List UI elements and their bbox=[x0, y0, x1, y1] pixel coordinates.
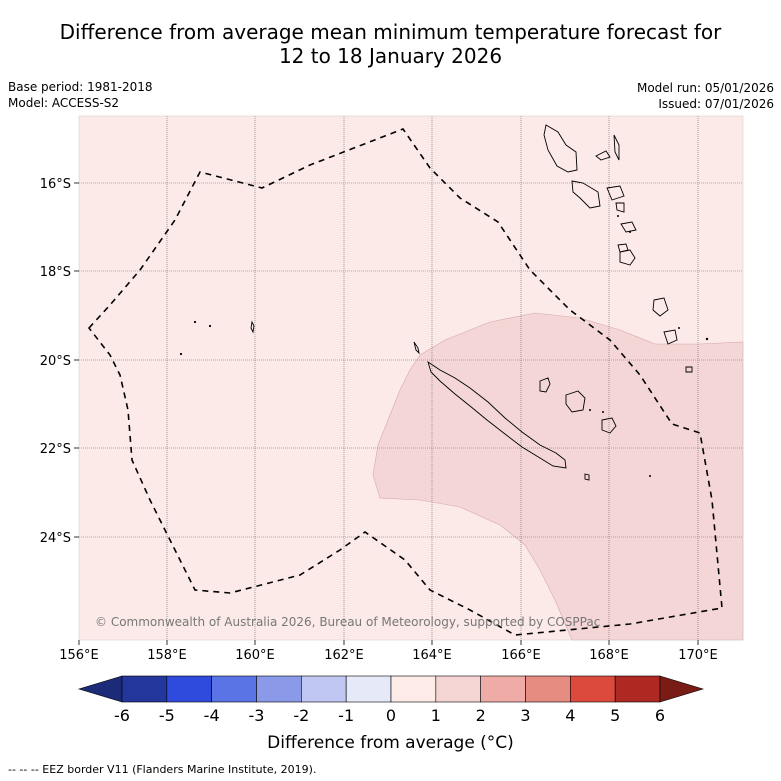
vanuatu-epi bbox=[615, 202, 625, 213]
vanuatu-espiritu-santo bbox=[543, 124, 578, 173]
chart-title-line1: Difference from average mean minimum tem… bbox=[59, 20, 722, 44]
loyalty-lifou bbox=[565, 390, 586, 413]
islet bbox=[589, 409, 591, 411]
islet bbox=[678, 327, 680, 329]
eez-legend: -- -- -- EEZ border V11 (Flanders Marine… bbox=[8, 763, 317, 776]
islet bbox=[705, 337, 709, 341]
graticule bbox=[79, 116, 743, 640]
anomaly-1-2-region bbox=[372, 312, 744, 641]
vanuatu-maewo bbox=[613, 134, 620, 161]
vanuatu-aneityum bbox=[652, 297, 669, 317]
colorbar-tick-label: -1 bbox=[338, 706, 355, 725]
islet bbox=[629, 231, 631, 233]
lon-label: 160°E bbox=[235, 648, 275, 663]
colorbar-bin bbox=[301, 675, 347, 703]
latitude-labels: 16°S 18°S 20°S 22°S 24°S bbox=[40, 177, 71, 546]
colorbar-label: Difference from average (°C) bbox=[267, 733, 514, 753]
colorbar-tick-label: 6 bbox=[654, 706, 666, 725]
loyalty-ouvea bbox=[539, 377, 551, 393]
colorbar-under-arrow bbox=[77, 675, 123, 703]
islet bbox=[617, 215, 619, 217]
colorbar-bin bbox=[211, 675, 257, 703]
islet bbox=[193, 320, 197, 324]
colorbar-bin bbox=[614, 675, 661, 703]
colorbar-bin bbox=[256, 675, 302, 703]
colorbar-bin bbox=[480, 675, 526, 703]
colorbar-bin bbox=[121, 675, 168, 703]
lon-label: 170°E bbox=[678, 648, 718, 663]
islet bbox=[602, 411, 604, 413]
colorbar-tick-label: -3 bbox=[248, 706, 265, 725]
colorbar-tick-label: 5 bbox=[610, 706, 621, 725]
loyalty-mare bbox=[601, 417, 617, 434]
lon-label: 168°E bbox=[589, 648, 629, 663]
vanuatu-ambae bbox=[595, 150, 611, 161]
colorbar-tick-label: 3 bbox=[520, 706, 531, 725]
axis-ticks bbox=[74, 182, 699, 645]
vanuatu-pentecost-ambrym bbox=[606, 185, 625, 201]
lon-label: 156°E bbox=[59, 648, 99, 663]
islet bbox=[179, 352, 183, 356]
new-caledonia-main-island bbox=[427, 360, 567, 469]
colorbar-tick-label: 4 bbox=[565, 706, 576, 725]
colorbar-bin bbox=[166, 675, 212, 703]
chart-title-line2: 12 to 18 January 2026 bbox=[278, 44, 503, 68]
longitude-labels: 156°E 158°E 160°E 162°E 164°E 166°E 168°… bbox=[59, 648, 718, 663]
coastlines bbox=[250, 124, 693, 481]
lon-label: 158°E bbox=[147, 648, 187, 663]
colorbar bbox=[77, 675, 705, 703]
colorbar-tick-label: 0 bbox=[385, 706, 397, 725]
colorbar-bin bbox=[390, 675, 437, 703]
model-run: Model run: 05/01/2026 bbox=[636, 81, 774, 95]
lon-label: 162°E bbox=[324, 648, 364, 663]
issued-date: Issued: 07/01/2026 bbox=[658, 97, 774, 111]
islet bbox=[208, 324, 212, 328]
colorbar-tick-label: -6 bbox=[114, 706, 130, 725]
copyright-text: © Commonwealth of Australia 2026, Bureau… bbox=[95, 615, 600, 629]
matthew-hunter-islets bbox=[663, 329, 678, 345]
colorbar-bin bbox=[345, 675, 392, 703]
map-area: © Commonwealth of Australia 2026, Bureau… bbox=[78, 115, 744, 641]
colorbar-tick-label: 1 bbox=[430, 706, 441, 725]
map-frame bbox=[78, 115, 744, 641]
colorbar-bin bbox=[525, 675, 571, 703]
lat-label: 16°S bbox=[40, 177, 71, 192]
chesterfield-islets bbox=[250, 320, 255, 334]
small-islets bbox=[179, 215, 709, 477]
islet bbox=[649, 475, 651, 477]
colorbar-over-arrow bbox=[659, 675, 705, 703]
model-name: Model: ACCESS-S2 bbox=[8, 96, 120, 110]
small-islet-east bbox=[685, 366, 693, 373]
vanuatu-efate bbox=[620, 221, 637, 233]
vanuatu-tanna bbox=[619, 249, 636, 266]
lon-label: 166°E bbox=[501, 648, 541, 663]
colorbar-tick-label: -4 bbox=[203, 706, 220, 725]
base-period: Base period: 1981-2018 bbox=[8, 80, 153, 94]
lon-label: 164°E bbox=[412, 648, 452, 663]
lat-label: 20°S bbox=[40, 354, 71, 369]
eez-border bbox=[87, 128, 723, 636]
lat-label: 24°S bbox=[40, 531, 71, 546]
walpole-island bbox=[584, 473, 590, 481]
colorbar-bin bbox=[435, 675, 481, 703]
vanuatu-malekula bbox=[571, 180, 601, 209]
colorbar-tick-label: -5 bbox=[158, 706, 175, 725]
lat-label: 18°S bbox=[40, 265, 71, 280]
colorbar-bin bbox=[570, 675, 616, 703]
belep-islands bbox=[413, 341, 420, 355]
colorbar-tick-label: -2 bbox=[293, 706, 310, 725]
lat-label: 22°S bbox=[40, 442, 71, 457]
colorbar-tick-label: 2 bbox=[475, 706, 486, 725]
